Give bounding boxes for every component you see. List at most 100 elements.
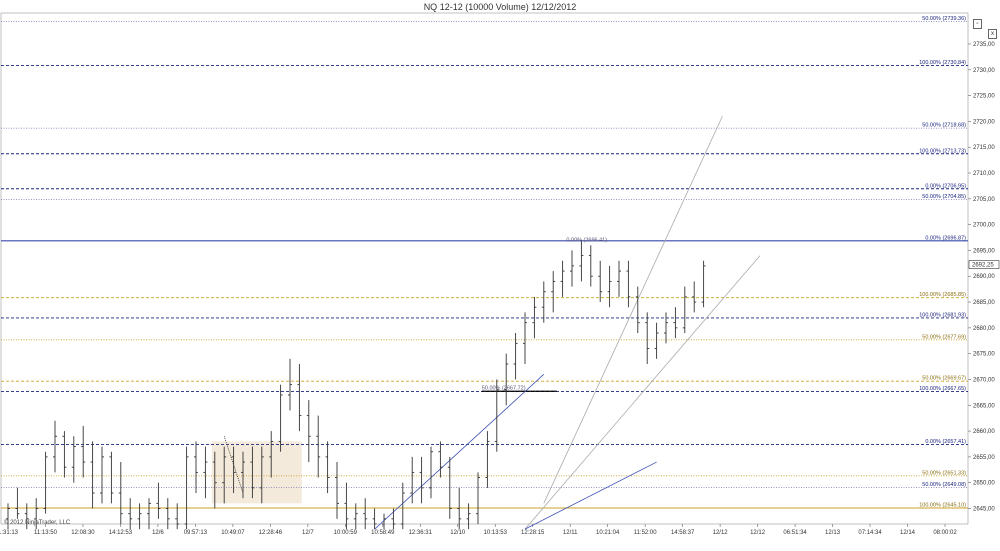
ohlc-bar[interactable] <box>194 441 198 494</box>
ohlc-bar[interactable] <box>410 456 415 504</box>
ohlc-bar[interactable] <box>664 312 668 344</box>
ohlc-bar[interactable] <box>523 312 527 364</box>
ohlc-bar[interactable] <box>541 281 546 323</box>
ohlc-bar[interactable] <box>316 415 321 478</box>
y-tick-label: 2675,00 <box>973 352 995 358</box>
ohlc-bar[interactable] <box>673 307 678 339</box>
y-tick-label: 2645,00 <box>973 507 995 513</box>
x-tick-label: 12:08:30 <box>71 530 95 536</box>
ohlc-bar[interactable] <box>250 446 255 499</box>
ohlc-bar[interactable] <box>53 420 57 473</box>
ohlc-bar[interactable] <box>692 281 697 313</box>
ohlc-bar[interactable] <box>128 498 133 530</box>
ohlc-bar[interactable] <box>259 446 264 504</box>
ohlc-bar[interactable] <box>447 456 452 519</box>
ohlc-bar[interactable] <box>617 260 621 297</box>
fib-level-label: 50.00% (2649.08) <box>922 482 966 488</box>
y-tick-label: 2720,00 <box>973 119 995 125</box>
y-tick-label: 2670,00 <box>973 377 995 383</box>
ohlc-bar[interactable] <box>156 482 161 519</box>
ohlc-bar[interactable] <box>288 358 292 411</box>
ohlc-bar[interactable] <box>419 456 424 504</box>
plot-area[interactable] <box>0 12 969 525</box>
ohlc-bar[interactable] <box>203 446 208 499</box>
ohlc-bar[interactable] <box>137 503 142 530</box>
x-tick-label: 09:57:13 <box>184 530 208 536</box>
ohlc-bar[interactable] <box>71 436 76 483</box>
ohlc-bar[interactable] <box>551 271 556 313</box>
ohlc-bar[interactable] <box>579 240 584 282</box>
ohlc-bar[interactable] <box>532 296 537 339</box>
ohlc-bar[interactable] <box>654 322 659 359</box>
ohlc-bar[interactable] <box>325 441 330 494</box>
ohlc-bar[interactable] <box>118 462 123 524</box>
ohlc-bar[interactable] <box>570 250 574 287</box>
ohlc-bar[interactable] <box>335 462 339 519</box>
ohlc-bar[interactable] <box>635 286 640 334</box>
ohlc-bar[interactable] <box>165 498 170 530</box>
ohlc-bar[interactable] <box>306 400 311 463</box>
x-tick-label: 10:58:49 <box>371 530 395 536</box>
ohlc-bar[interactable] <box>222 446 227 504</box>
ohlc-bar[interactable] <box>212 451 217 509</box>
ohlc-bar[interactable] <box>100 446 104 504</box>
ohlc-bar[interactable] <box>15 487 20 519</box>
ohlc-bar[interactable] <box>400 482 405 530</box>
fib-level-label: 50.00% (2704.85) <box>922 194 966 200</box>
trend-line[interactable] <box>543 116 723 504</box>
close-icon[interactable]: x <box>988 29 997 39</box>
ohlc-bar[interactable] <box>588 245 593 287</box>
fib-level-label: 100.00% (2685.85) <box>919 292 966 298</box>
ohlc-bar[interactable] <box>504 353 509 406</box>
ohlc-bar[interactable] <box>429 446 433 499</box>
ohlc-bar[interactable] <box>62 431 67 478</box>
ohlc-bar[interactable] <box>645 312 650 364</box>
ohlc-bar[interactable] <box>485 431 490 488</box>
ohlc-bar[interactable] <box>184 446 189 530</box>
ohlc-bar[interactable] <box>43 451 48 514</box>
ohlc-bar[interactable] <box>701 260 706 308</box>
ohlc-bar[interactable] <box>372 508 377 530</box>
ohlc-bar[interactable] <box>81 425 86 478</box>
y-tick-label: 2660,00 <box>973 429 995 435</box>
ohlc-bar[interactable] <box>607 265 612 308</box>
y-tick-label: 2715,00 <box>973 145 995 151</box>
ohlc-bar[interactable] <box>598 260 603 303</box>
ohlc-bar[interactable] <box>269 431 274 478</box>
x-tick-label: 10:21:04 <box>596 530 620 536</box>
ohlc-bar[interactable] <box>241 451 245 499</box>
ohlc-bar[interactable] <box>297 363 302 432</box>
ohlc-bar[interactable] <box>560 260 565 297</box>
ohlc-bar[interactable] <box>494 379 499 452</box>
ohlc-bar[interactable] <box>438 441 443 478</box>
maximize-icon[interactable]: ▫ <box>973 19 982 29</box>
ohlc-bar[interactable] <box>175 503 180 530</box>
ohlc-bar[interactable] <box>147 498 151 530</box>
trend-line[interactable] <box>524 255 761 530</box>
ohlc-bar[interactable] <box>34 498 39 530</box>
ohlc-bar[interactable] <box>513 333 518 380</box>
x-tick-label: 06:51:34 <box>783 530 807 536</box>
ohlc-bar[interactable] <box>457 487 462 530</box>
ohlc-bar[interactable] <box>24 503 29 530</box>
ohlc-bar[interactable] <box>626 260 631 308</box>
ohlc-bar[interactable] <box>231 446 236 494</box>
ohlc-bar[interactable] <box>278 384 283 452</box>
ohlc-bar[interactable] <box>363 498 368 530</box>
ohlc-bar[interactable] <box>353 503 358 530</box>
ohlc-bar[interactable] <box>391 508 396 530</box>
ohlc-bar[interactable] <box>476 472 480 524</box>
ohlc-bar[interactable] <box>344 482 349 530</box>
x-tick-label: 10:49:07 <box>221 530 245 536</box>
y-tick-label: 2690,00 <box>973 274 995 280</box>
ohlc-bar[interactable] <box>109 451 114 504</box>
ohlc-bar[interactable] <box>682 286 687 334</box>
x-tick-label: 12/6 <box>152 530 164 536</box>
ohlc-bar[interactable] <box>466 503 471 530</box>
x-tick-label: 08:00:02 <box>933 530 957 536</box>
y-tick-label: 2705,00 <box>973 197 995 203</box>
trend-line[interactable] <box>524 461 657 530</box>
fib-level-label: 50.00% (2651.33) <box>922 470 966 476</box>
ohlc-bar[interactable] <box>90 441 95 509</box>
